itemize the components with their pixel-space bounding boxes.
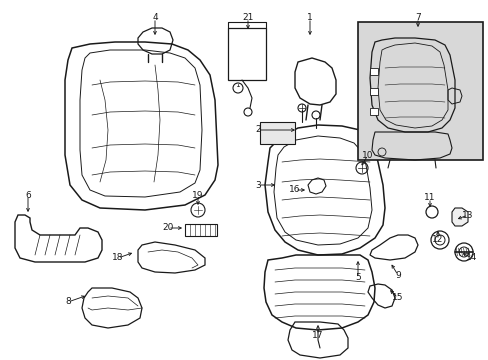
Text: 14: 14 xyxy=(466,253,477,262)
Bar xyxy=(260,122,294,144)
Bar xyxy=(184,224,217,236)
Bar xyxy=(227,28,265,80)
Text: 20: 20 xyxy=(162,224,173,233)
Text: 19: 19 xyxy=(192,190,203,199)
Text: 6: 6 xyxy=(25,190,31,199)
Text: 18: 18 xyxy=(112,253,123,262)
Text: 4: 4 xyxy=(152,13,158,22)
Text: 21: 21 xyxy=(242,13,253,22)
Text: 7: 7 xyxy=(414,13,420,22)
Text: 5: 5 xyxy=(354,274,360,283)
Polygon shape xyxy=(451,208,467,226)
Bar xyxy=(369,108,377,115)
Text: 16: 16 xyxy=(289,185,300,194)
Bar xyxy=(369,68,377,75)
Text: 13: 13 xyxy=(461,211,473,220)
Text: 2: 2 xyxy=(255,126,260,135)
Text: 1: 1 xyxy=(306,13,312,22)
Text: 12: 12 xyxy=(431,235,443,244)
Text: 15: 15 xyxy=(391,293,403,302)
Text: 8: 8 xyxy=(65,297,71,306)
Text: 9: 9 xyxy=(394,270,400,279)
Text: 3: 3 xyxy=(255,180,260,189)
Bar xyxy=(357,22,482,160)
Text: 10: 10 xyxy=(362,150,373,159)
Text: 17: 17 xyxy=(312,330,323,339)
Bar xyxy=(369,88,377,95)
Text: 11: 11 xyxy=(424,194,435,202)
